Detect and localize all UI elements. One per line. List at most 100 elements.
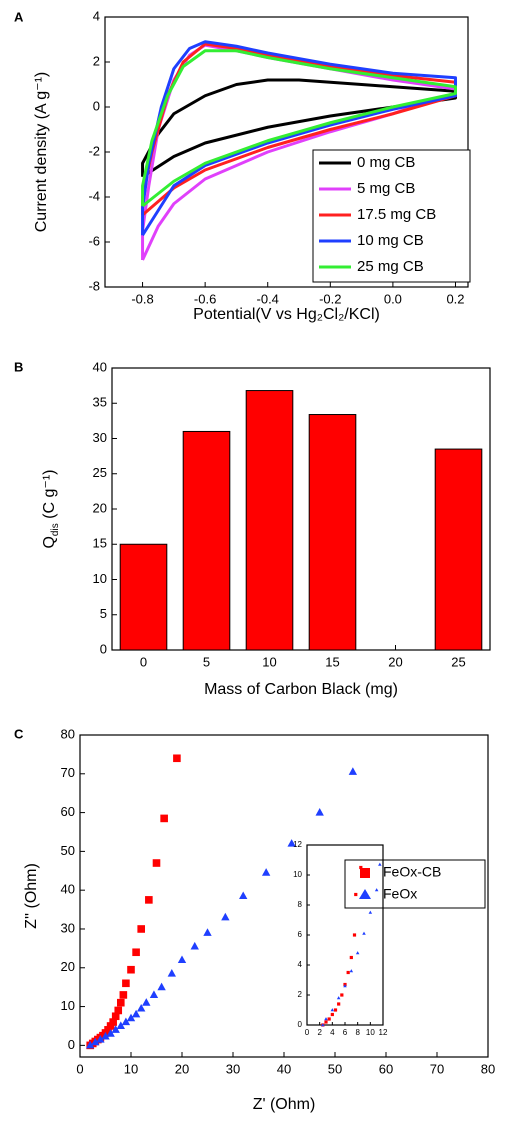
point xyxy=(349,969,354,973)
legend-swatch xyxy=(360,868,370,878)
y-tick-label: -2 xyxy=(88,143,100,158)
axis-box xyxy=(79,734,489,1058)
y-axis-label: Z'' (Ohm) xyxy=(23,863,40,929)
point xyxy=(121,1017,131,1026)
point xyxy=(239,891,248,900)
y-tick-label: -6 xyxy=(88,233,100,248)
y-tick-label: 70 xyxy=(61,765,75,780)
point xyxy=(190,941,199,950)
point xyxy=(117,998,125,1007)
x-tick-label: -0.2 xyxy=(319,291,341,306)
legend-swatch xyxy=(359,889,371,899)
y-tick-label: -8 xyxy=(88,278,100,293)
bar xyxy=(308,414,357,651)
point xyxy=(354,892,358,897)
bar xyxy=(245,390,294,651)
point xyxy=(378,862,382,866)
point xyxy=(343,984,347,988)
y-tick-label: 80 xyxy=(61,726,75,741)
y-tick-label: 5 xyxy=(100,606,107,621)
point xyxy=(149,990,159,998)
x-tick-label: 30 xyxy=(226,1061,240,1076)
point xyxy=(368,910,373,914)
y-tick-label: 4 xyxy=(298,960,303,969)
point xyxy=(131,1009,141,1018)
point xyxy=(122,979,130,988)
y-tick-label: 0 xyxy=(93,98,100,113)
y-tick-label: 10 xyxy=(61,998,75,1013)
x-tick-label: 20 xyxy=(175,1061,189,1076)
point xyxy=(359,865,363,870)
y-tick-label: 60 xyxy=(61,804,75,819)
y-tick-label: 0 xyxy=(68,1037,75,1052)
point xyxy=(349,955,353,960)
y-tick-label: 6 xyxy=(298,930,303,939)
y-axis-label-part: (C g⁻¹) xyxy=(41,469,58,523)
y-axis-label-part: dis xyxy=(50,523,61,536)
point xyxy=(203,928,212,936)
y-tick-label: 10 xyxy=(293,870,302,879)
panel-label: B xyxy=(14,359,23,374)
point xyxy=(91,1037,100,1046)
point xyxy=(111,1025,120,1033)
point xyxy=(106,1029,115,1037)
x-tick-label: 2 xyxy=(317,1028,322,1037)
bar xyxy=(119,543,168,651)
point xyxy=(106,1022,115,1030)
point xyxy=(287,839,296,847)
y-tick-label: 20 xyxy=(93,500,107,515)
point xyxy=(104,1026,112,1034)
y-tick-label: 30 xyxy=(93,430,107,445)
x-tick-label: 10 xyxy=(262,654,276,669)
x-tick-label: 12 xyxy=(379,1028,388,1037)
y-tick-label: -4 xyxy=(88,188,100,203)
point xyxy=(330,1012,334,1017)
point xyxy=(327,1017,331,1021)
x-tick-label: 4 xyxy=(330,1028,335,1037)
y-tick-label: 40 xyxy=(61,882,75,897)
point xyxy=(114,1006,123,1015)
y-tick-label: 0 xyxy=(298,1020,303,1029)
y-tick-label: 12 xyxy=(293,840,302,849)
x-tick-label: 0 xyxy=(305,1028,310,1037)
y-tick-label: 35 xyxy=(93,395,107,410)
x-axis-label: Z' (Ohm) xyxy=(253,1096,316,1113)
x-tick-label: 15 xyxy=(325,654,339,669)
point xyxy=(111,1012,120,1021)
x-tick-label: 80 xyxy=(481,1061,495,1076)
y-tick-label: 15 xyxy=(93,536,107,551)
x-tick-label: 10 xyxy=(124,1061,138,1076)
point xyxy=(362,931,366,935)
point xyxy=(119,991,128,999)
point xyxy=(137,1003,146,1012)
point xyxy=(330,1008,335,1012)
point xyxy=(177,955,187,964)
point xyxy=(116,1021,125,1030)
legend-label: FeOx-CB xyxy=(383,864,441,880)
y-tick-label: 50 xyxy=(61,843,75,858)
x-tick-label: 50 xyxy=(328,1061,342,1076)
legend-label: 17.5 mg CB xyxy=(357,206,436,223)
point xyxy=(109,1018,117,1026)
legend-label: 0 mg CB xyxy=(357,154,415,171)
point xyxy=(145,896,153,904)
point xyxy=(173,754,181,763)
x-tick-label: 10 xyxy=(366,1028,375,1037)
y-axis-label-part: Q xyxy=(41,536,58,548)
point xyxy=(352,933,357,937)
y-tick-label: 25 xyxy=(93,465,107,480)
x-tick-label: 70 xyxy=(430,1061,444,1076)
point xyxy=(321,1023,325,1027)
x-tick-label: 0 xyxy=(76,1061,83,1076)
point xyxy=(157,982,166,991)
x-tick-label: 40 xyxy=(277,1061,291,1076)
legend-label: 25 mg CB xyxy=(357,258,424,275)
y-axis-label: Current density (A g⁻¹) xyxy=(33,72,50,233)
point xyxy=(101,1031,110,1040)
point xyxy=(221,912,230,921)
point xyxy=(348,767,358,775)
cv-curve xyxy=(141,40,457,237)
x-tick-label: 0.0 xyxy=(384,291,402,306)
cv-curve xyxy=(141,78,457,179)
